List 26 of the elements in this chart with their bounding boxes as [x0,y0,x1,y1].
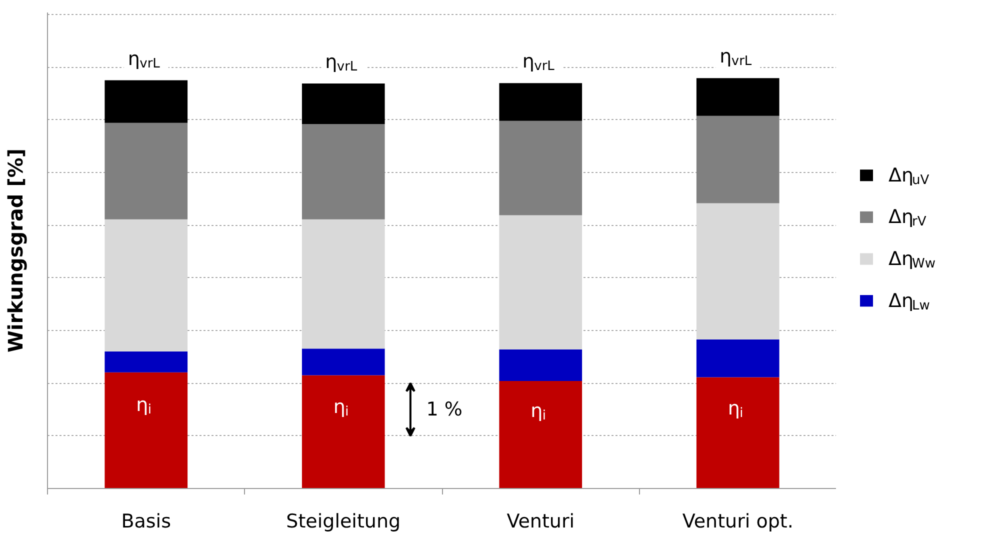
bar [104,372,188,488]
bar [499,380,582,488]
x-tick-label: Basis [121,510,172,532]
bar [499,215,582,350]
bar [696,340,780,378]
bar [696,203,780,340]
bar [104,122,188,220]
bar [104,219,188,352]
bar [499,120,582,216]
bar [302,375,385,488]
bar [302,348,385,376]
y-axis-title: Wirkungsgrad [%] [4,148,28,353]
bar [696,377,780,488]
bar [499,349,582,381]
bar [104,351,188,372]
bar [302,83,385,124]
bar [696,78,780,116]
annotation: 1 % [426,398,462,421]
bar [696,116,780,204]
bar [302,124,385,220]
x-tick-label: Steigleitung [286,510,401,532]
bar [499,83,582,121]
bar [302,219,385,349]
x-tick-label: Venturi [506,510,575,532]
x-tick-label: Venturi opt. [682,510,794,532]
bar [104,80,188,123]
